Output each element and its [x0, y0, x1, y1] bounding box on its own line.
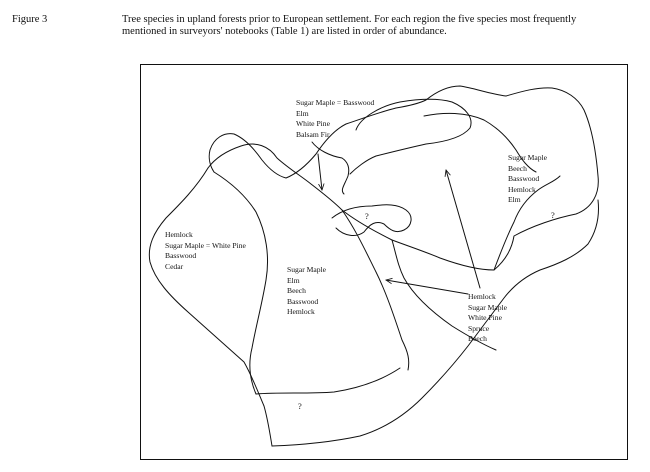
- region-west-label: Hemlock Sugar Maple = White Pine Basswoo…: [165, 230, 246, 272]
- east-species-3: Basswood: [508, 174, 540, 183]
- north-species-1: Sugar Maple = Basswood: [296, 98, 375, 107]
- west-species-4: Cedar: [165, 261, 184, 271]
- figure-label: Figure 3: [12, 14, 48, 25]
- southeast-species-4: Spruce: [468, 323, 490, 333]
- region-east-label: Sugar Maple Beech Basswood Hemlock Elm: [508, 153, 547, 206]
- central-species-3: Beech: [287, 286, 306, 295]
- central-species-1: Sugar Maple: [287, 265, 327, 274]
- central-species-4: Basswood: [287, 296, 319, 306]
- north-species-2: Elm: [296, 108, 309, 118]
- west-species-3: Basswood: [165, 251, 197, 260]
- central-species-5: Hemlock: [287, 307, 315, 316]
- east-species-1: Sugar Maple: [508, 153, 548, 162]
- figure-caption: Tree species in upland forests prior to …: [122, 14, 642, 38]
- west-species-2: Sugar Maple = White Pine: [165, 240, 246, 250]
- region-north-label: Sugar Maple = Basswood Elm White Pine Ba…: [296, 98, 374, 140]
- southeast-species-2: Sugar Maple: [468, 302, 508, 312]
- unknown-marker-center: ?: [365, 211, 369, 221]
- region-southeast-label: Hemlock Sugar Maple White Pine Spruce Be…: [468, 292, 507, 345]
- caption-line-1: Tree species in upland forests prior to …: [122, 14, 577, 25]
- east-species-4: Hemlock: [508, 184, 536, 194]
- region-central-label: Sugar Maple Elm Beech Basswood Hemlock: [287, 265, 326, 318]
- east-species-2: Beech: [508, 163, 527, 173]
- unknown-marker-east: ?: [551, 210, 555, 220]
- caption-line-2: mentioned in surveyors' notebooks (Table…: [122, 26, 447, 37]
- north-species-4: Balsam Fir: [296, 129, 330, 139]
- east-species-5: Elm: [508, 195, 521, 204]
- map-frame: [140, 64, 628, 460]
- southeast-species-5: Beech: [468, 334, 487, 343]
- west-species-1: Hemlock: [165, 230, 193, 239]
- central-species-2: Elm: [287, 275, 300, 285]
- southeast-species-3: White Pine: [468, 313, 502, 322]
- north-species-3: White Pine: [296, 119, 330, 128]
- unknown-marker-south: ?: [298, 401, 302, 411]
- southeast-species-1: Hemlock: [468, 292, 496, 301]
